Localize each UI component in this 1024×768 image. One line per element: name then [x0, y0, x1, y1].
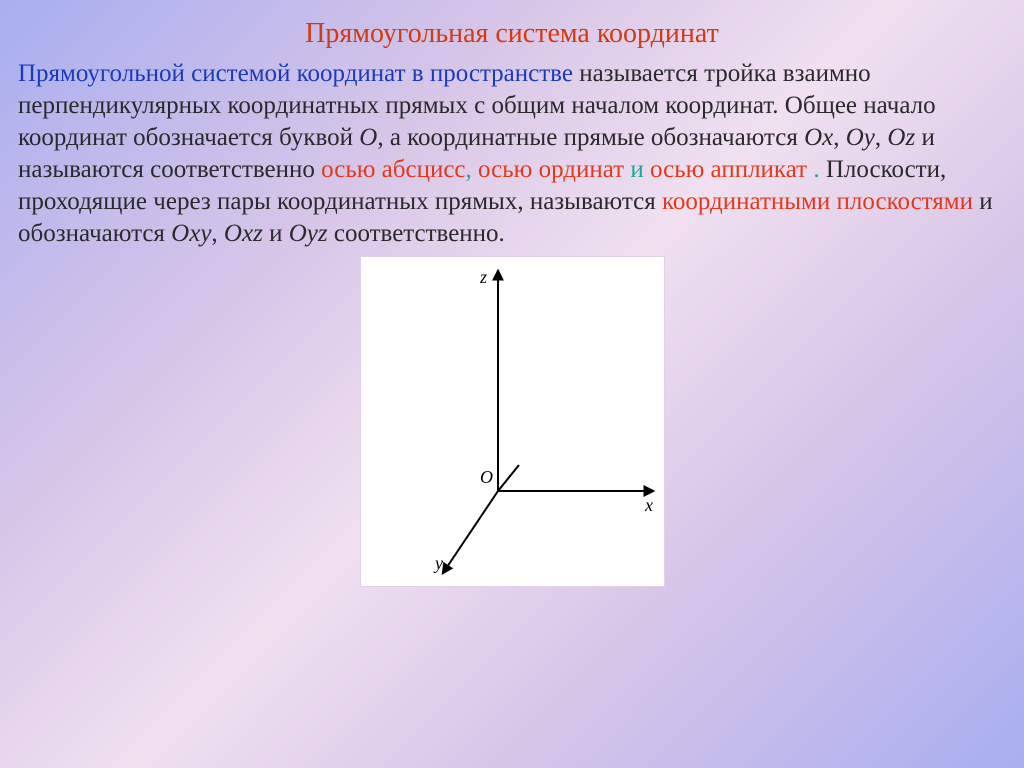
abscissa-axis: осью абсцисс [321, 156, 465, 183]
sep-1: , [466, 156, 479, 183]
coord-planes: координатными плоскостями [662, 188, 973, 215]
comma-1: , [833, 124, 846, 151]
plane-oxy: Оху [171, 220, 211, 247]
coordinate-axes-svg: z x y O [361, 257, 664, 581]
and-2: и [263, 220, 289, 247]
svg-text:O: O [480, 467, 493, 487]
ordinate-axis: осью ординат [478, 156, 624, 183]
svg-text:y: y [433, 553, 443, 573]
axis-oy: Оу [846, 124, 875, 151]
axis-ox: Ох [804, 124, 833, 151]
comma-3: , [211, 220, 224, 247]
text-part-2: , а координатные прямые обозначаются [377, 124, 804, 151]
slide-title: Прямоугольная система координат [18, 18, 1006, 50]
dot-trailing: . [807, 156, 820, 183]
text-part-6: соответственно. [328, 220, 505, 247]
and-conj: и [624, 156, 650, 183]
letter-O: О [359, 124, 377, 151]
applicate-axis: осью аппликат [650, 156, 807, 183]
svg-text:x: x [644, 495, 653, 515]
slide-content: Прямоугольная система координат Прямоуго… [0, 0, 1024, 768]
body-paragraph: Прямоугольной системой координат в прост… [18, 58, 1006, 250]
comma-2: , [875, 124, 888, 151]
axis-oz: Оz [887, 124, 915, 151]
lead-phrase: Прямоугольной системой координат в прост… [18, 60, 573, 87]
svg-text:z: z [479, 267, 487, 287]
plane-oxz: Охz [224, 220, 263, 247]
coordinate-diagram: z x y O [360, 256, 665, 587]
diagram-container: z x y O [18, 256, 1006, 587]
plane-oyz: Оуz [289, 220, 328, 247]
